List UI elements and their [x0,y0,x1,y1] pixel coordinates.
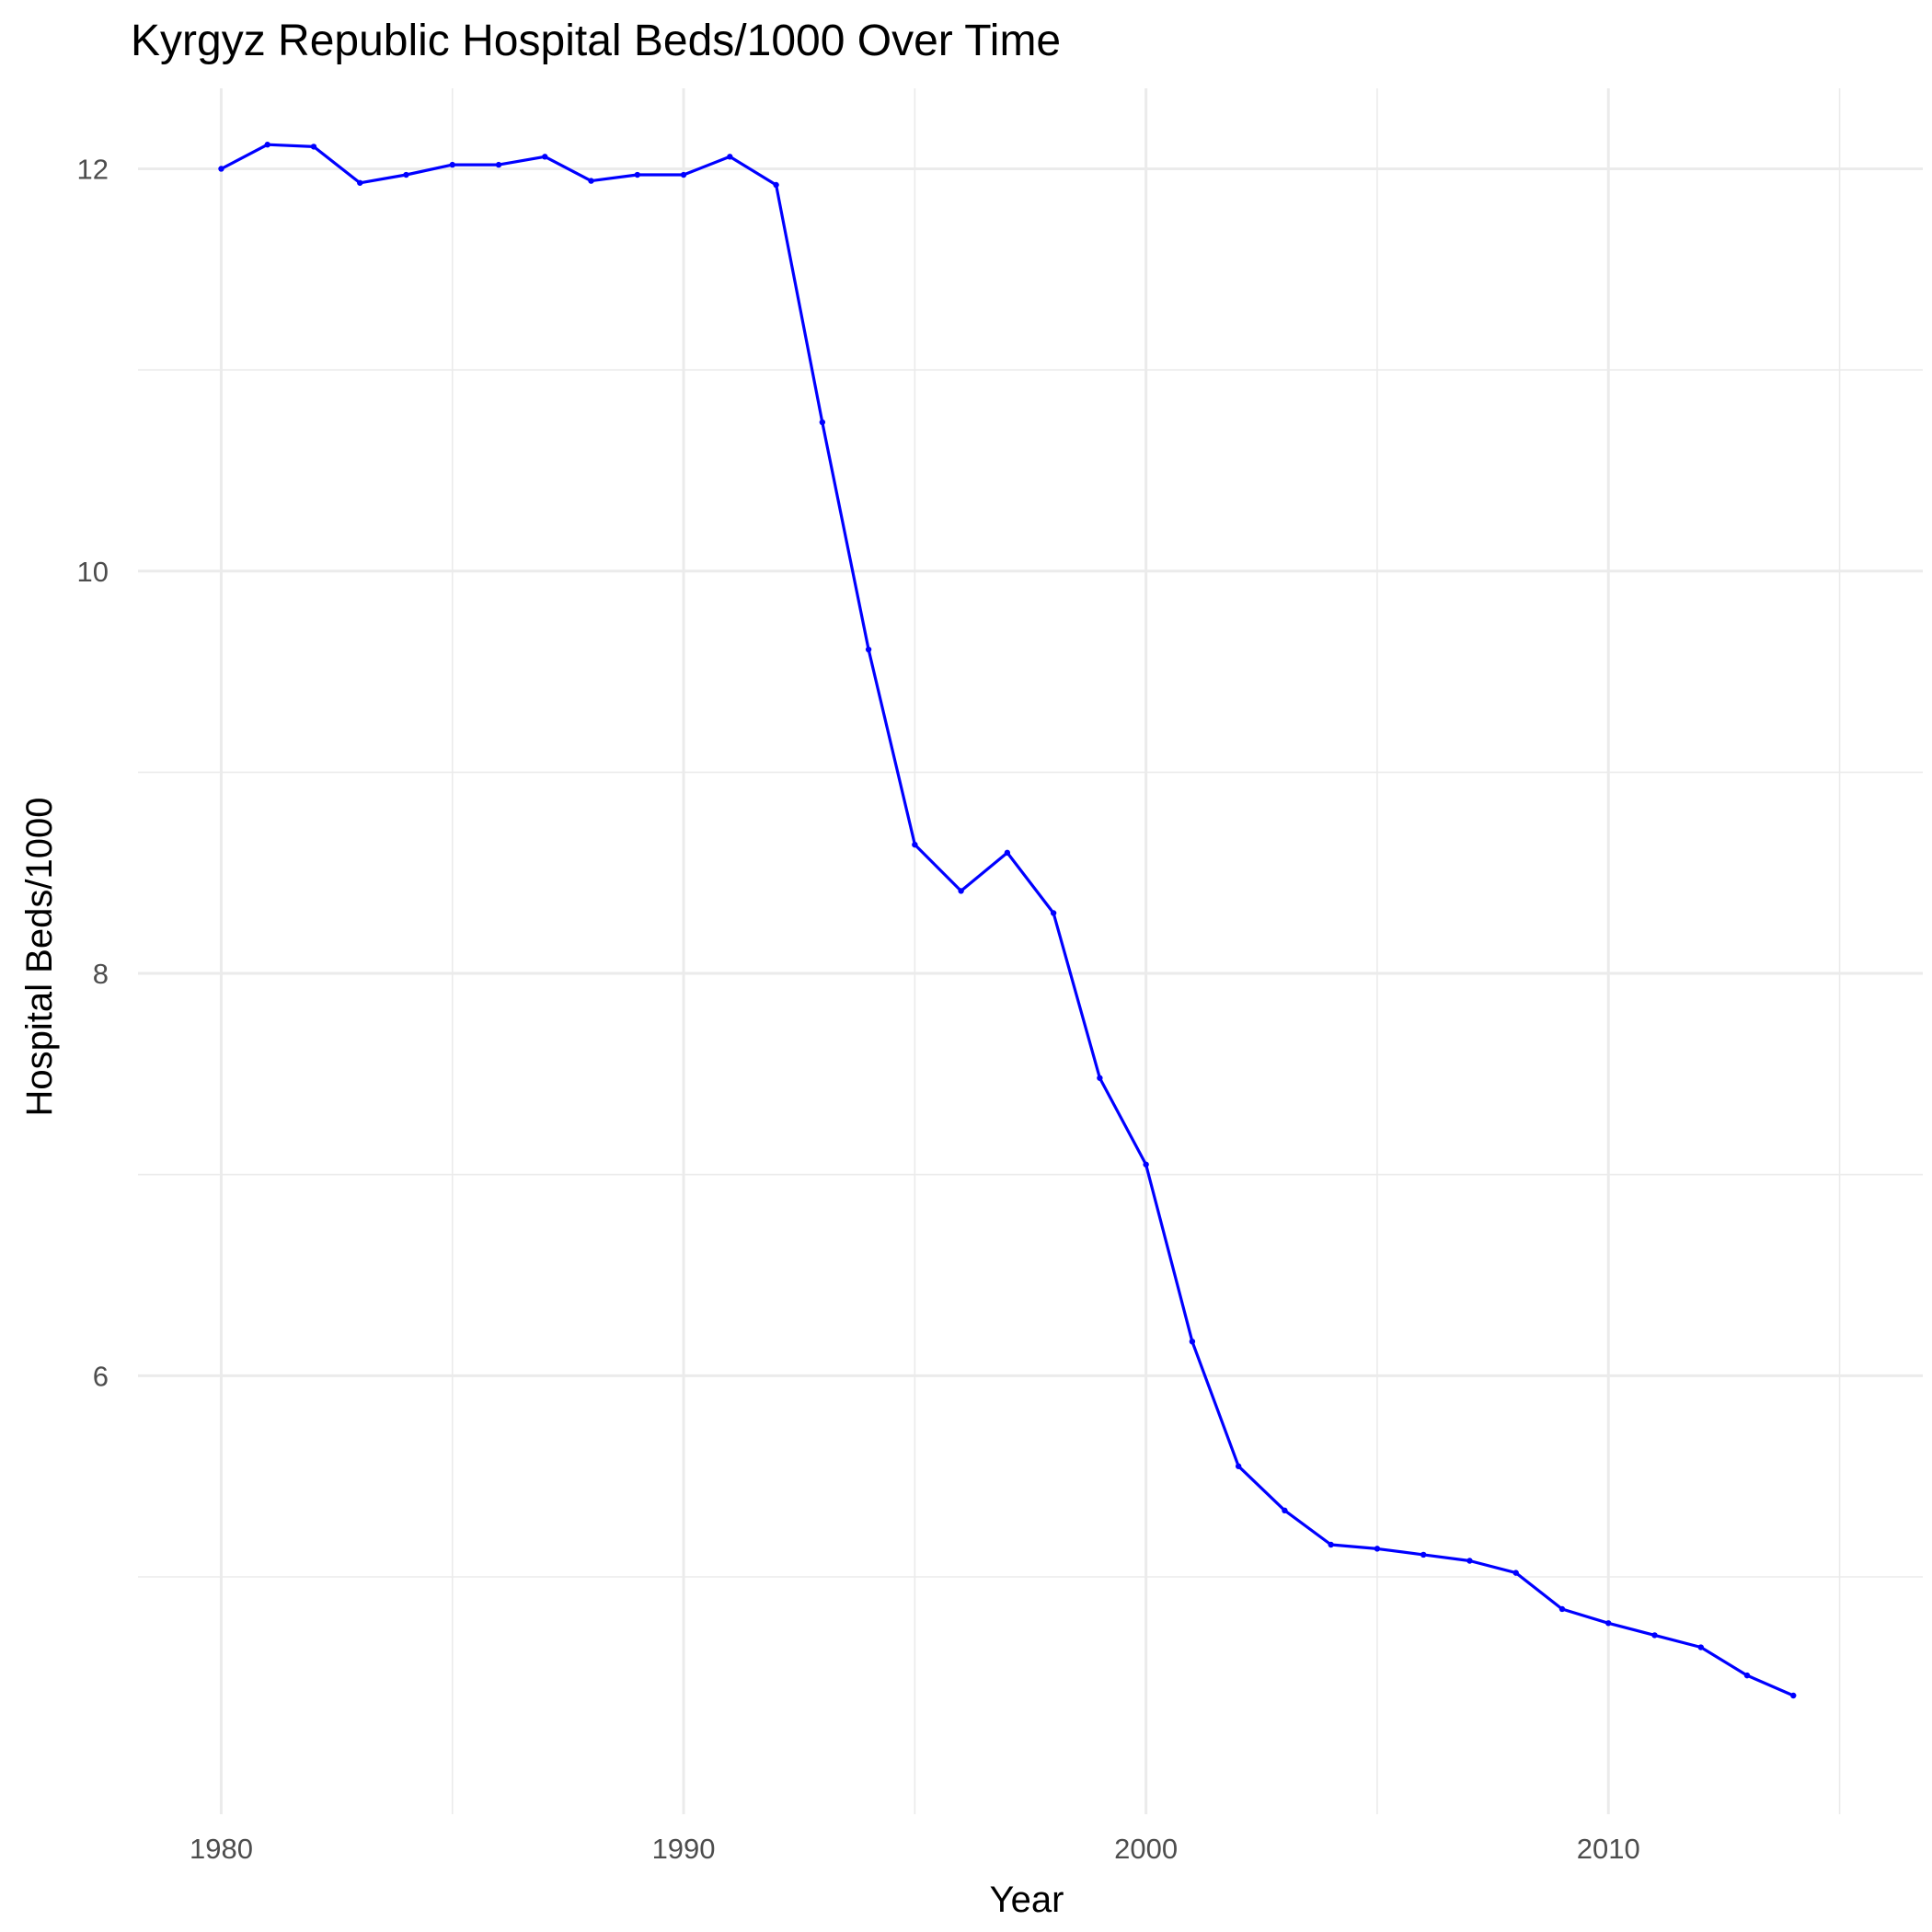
data-point [1235,1463,1242,1469]
data-point [1790,1692,1797,1699]
data-point [1466,1558,1473,1564]
data-point [958,888,964,894]
x-tick-labels: 1980 1990 2000 2010 [190,1833,1640,1865]
series-line [220,143,1794,1697]
data-point [1143,1161,1149,1167]
data-point [1004,849,1011,857]
data-point [1050,910,1057,916]
data-point [310,144,317,150]
data-point [1558,1605,1566,1613]
x-axis-title: Year [990,1880,1064,1920]
x-tick-label: 1980 [190,1833,253,1865]
data-point [865,646,872,653]
data-point [1651,1632,1658,1639]
x-tick-label: 2000 [1114,1833,1178,1865]
data-point [264,142,270,148]
data-point [218,166,224,172]
data-point [912,841,918,848]
data-point [1189,1338,1196,1345]
data-point [1097,1075,1103,1081]
data-point [1512,1570,1519,1576]
minor-gridlines [138,88,1923,1814]
chart-title: Kyrgyz Republic Hospital Beds/1000 Over … [131,17,1061,65]
series-layer [218,142,1797,1699]
data-point [495,161,502,168]
data-point [1605,1620,1612,1627]
data-point [819,419,826,426]
data-point [680,171,687,178]
data-point [773,181,779,189]
data-point [1374,1546,1381,1552]
y-tick-labels: 6 8 10 12 [77,153,109,1392]
data-point [1282,1507,1288,1514]
x-tick-label: 2010 [1577,1833,1640,1865]
y-tick-label: 10 [77,556,109,588]
data-point [542,154,548,160]
x-tick-label: 1990 [652,1833,716,1865]
major-gridlines [138,88,1923,1814]
data-point [1420,1551,1427,1558]
data-point [1697,1644,1704,1650]
data-point [1328,1541,1334,1548]
y-tick-label: 6 [93,1360,109,1392]
y-axis-title: Hospital Beds/1000 [19,798,60,1117]
data-point [727,154,733,160]
data-point [357,179,363,186]
data-point [403,171,409,178]
y-tick-label: 12 [77,153,109,185]
data-point [449,161,455,168]
data-point [1743,1672,1751,1679]
y-tick-label: 8 [93,958,109,990]
data-point [588,178,594,184]
data-point [634,171,640,178]
